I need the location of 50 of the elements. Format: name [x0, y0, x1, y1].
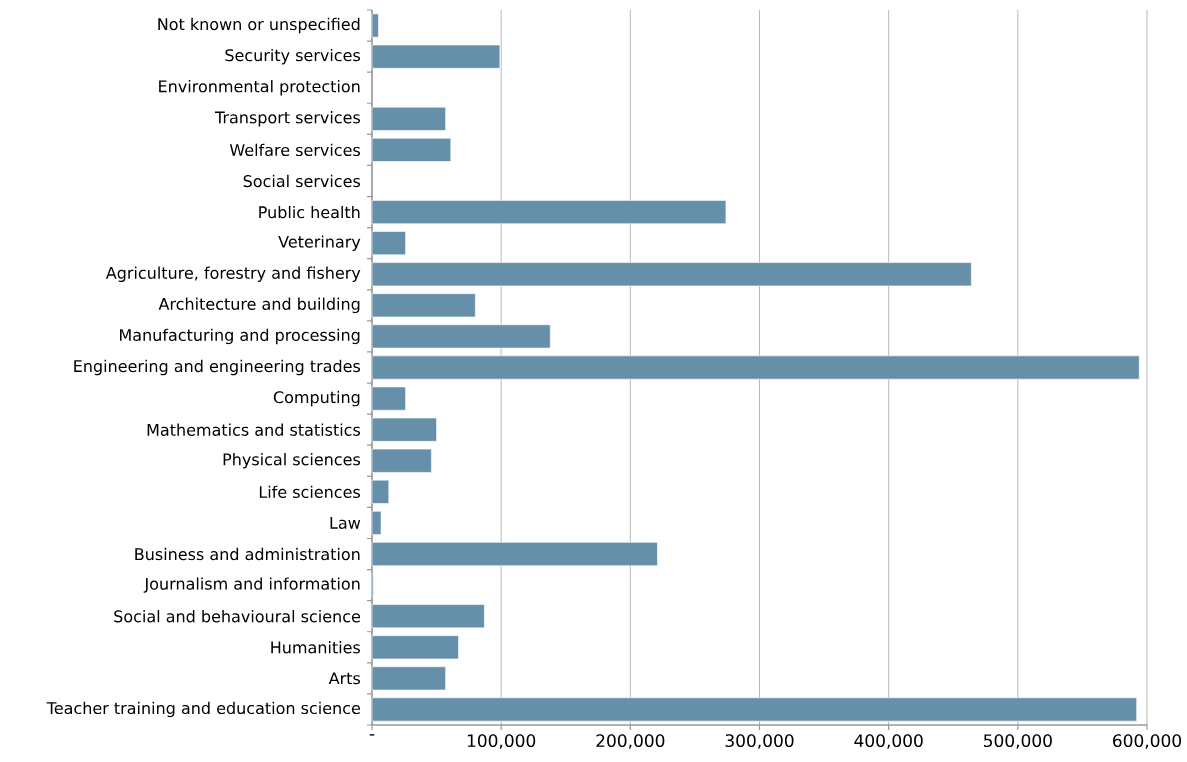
bar — [371, 697, 1137, 722]
y-tick-label: Business and administration — [135, 547, 360, 561]
y-tick-label: Welfare services — [229, 143, 361, 157]
bar — [371, 13, 379, 38]
bar — [371, 324, 551, 349]
y-tick-label: Life sciences — [259, 485, 361, 499]
x-tick-label: - — [369, 734, 375, 736]
y-tick-label: Engineering and engineering trades — [74, 359, 361, 376]
bar — [371, 200, 727, 225]
bar — [371, 542, 658, 566]
bar — [371, 44, 501, 69]
y-tick-label: Environmental protection — [159, 79, 360, 96]
x-tick-label: 500,000 — [984, 734, 1052, 749]
y-tick-label: Security services — [225, 48, 361, 65]
x-tick-label: 200,000 — [596, 734, 665, 749]
y-tick-label: Computing — [273, 390, 360, 407]
bar — [371, 604, 485, 629]
x-tick-label: 300,000 — [725, 734, 794, 749]
x-tick-label: 400,000 — [854, 734, 923, 749]
bar — [371, 635, 459, 660]
bar — [371, 355, 1140, 380]
y-tick-label: Public health — [259, 205, 360, 219]
bar — [371, 510, 382, 535]
y-tick-label: Architecture and building — [158, 297, 360, 314]
x-tick-label: 100,000 — [467, 734, 536, 749]
bar — [371, 137, 452, 162]
bar — [371, 448, 432, 473]
y-tick-label: Social and behavioural science — [114, 610, 361, 623]
x-tick-label: 600,000 — [1113, 734, 1182, 749]
bar — [371, 293, 476, 318]
y-tick-label: Agriculture, forestry and fishery — [105, 266, 361, 282]
y-tick-label: Manufacturing and processing — [120, 328, 360, 345]
bar — [371, 479, 390, 504]
y-tick-label: Social services — [243, 174, 361, 188]
y-tick-label: Transport services — [214, 111, 361, 127]
y-tick-label: Not known or unspecified — [158, 17, 360, 34]
bar — [371, 262, 972, 287]
y-tick-label: Teacher training and education science — [46, 701, 360, 718]
bar — [371, 666, 446, 691]
bar — [371, 417, 437, 442]
bar — [371, 386, 406, 411]
bar — [371, 106, 446, 131]
y-tick-label: Mathematics and statistics — [147, 423, 361, 436]
y-tick-label: Veterinary — [278, 235, 361, 251]
y-tick-label: Humanities — [271, 641, 361, 654]
y-tick-label: Arts — [328, 672, 361, 685]
y-tick-label: Journalism and information — [143, 577, 360, 593]
y-tick-label: Law — [330, 516, 361, 529]
bar — [371, 231, 406, 256]
y-tick-label: Physical sciences — [223, 453, 361, 469]
